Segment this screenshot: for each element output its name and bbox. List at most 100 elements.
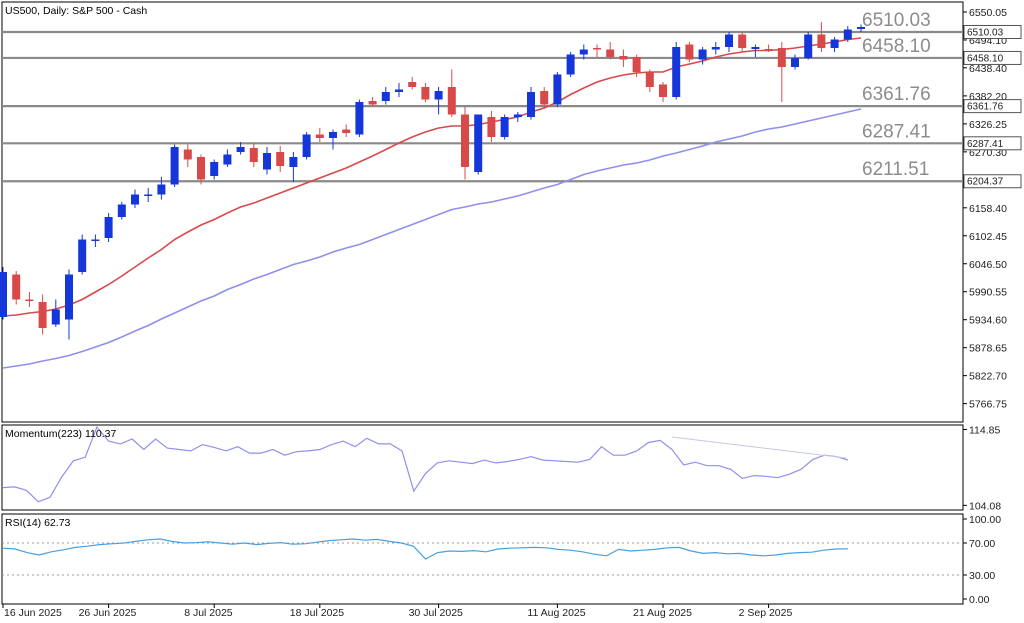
candle-body [131, 194, 139, 205]
candle-down[interactable] [606, 42, 615, 60]
candle-up[interactable] [698, 47, 707, 65]
candle-up[interactable] [804, 32, 813, 60]
candle-down[interactable] [249, 143, 258, 167]
candle-up[interactable] [289, 152, 298, 182]
candle-body [500, 117, 509, 137]
candle-up[interactable] [566, 52, 575, 77]
candle-up[interactable] [355, 99, 364, 138]
candle-down[interactable] [447, 69, 456, 118]
candle-up[interactable] [91, 234, 100, 248]
candle-up[interactable] [579, 44, 588, 60]
candle-down[interactable] [817, 22, 826, 52]
candle-down[interactable] [12, 271, 21, 305]
candle-up[interactable] [791, 54, 799, 70]
candle-down[interactable] [593, 44, 601, 58]
candle-body [751, 47, 760, 49]
momentum-trendline [671, 436, 847, 459]
candle-up[interactable] [131, 189, 139, 209]
candle-up[interactable] [78, 234, 87, 275]
candle-body [804, 34, 813, 58]
candle-down[interactable] [461, 107, 469, 180]
level-label: 6211.51 [862, 159, 929, 180]
momentum-label: Momentum(223) 110.37 [5, 428, 116, 440]
candle-down[interactable] [197, 154, 205, 185]
candle-up[interactable] [857, 24, 865, 33]
candle-up[interactable] [0, 267, 7, 320]
candle-body [302, 134, 311, 157]
candle-body [764, 49, 773, 51]
candle-down[interactable] [777, 42, 786, 102]
x-tick-label: 21 Aug 2025 [633, 607, 692, 619]
candle-up[interactable] [711, 42, 720, 55]
candle-down[interactable] [342, 124, 351, 138]
candle-body [540, 91, 549, 105]
candle-down[interactable] [764, 44, 773, 53]
candle-up[interactable] [725, 32, 733, 52]
candle-body [395, 89, 403, 92]
candle-body [315, 134, 324, 138]
candle-body [553, 74, 562, 105]
candle-up[interactable] [474, 114, 483, 175]
candle-up[interactable] [223, 149, 232, 168]
candle-down[interactable] [685, 42, 694, 62]
level-price-tag-text: 6361.76 [967, 102, 1004, 113]
candle-down[interactable] [645, 69, 654, 93]
rsi-panel-frame [1, 513, 964, 605]
candle-up[interactable] [157, 177, 166, 200]
candle-up[interactable] [395, 83, 403, 97]
candle-up[interactable] [434, 87, 443, 115]
candle-up[interactable] [329, 129, 337, 150]
candle-body [606, 49, 615, 57]
candle-up[interactable] [170, 144, 179, 188]
candle-up[interactable] [263, 147, 271, 175]
level-price-tag [963, 50, 1022, 65]
candle-body [65, 274, 73, 320]
candle-body [711, 47, 720, 50]
candle-up[interactable] [513, 112, 522, 122]
y-tick-label: 6102.45 [969, 231, 1007, 243]
candle-up[interactable] [302, 132, 311, 160]
candle-up[interactable] [117, 202, 126, 220]
candle-down[interactable] [632, 54, 641, 78]
candle-down[interactable] [183, 144, 192, 168]
momentum-tick-label: 104.08 [969, 500, 1001, 512]
candle-body [777, 48, 786, 67]
candle-up[interactable] [104, 213, 113, 242]
candle-body [738, 34, 747, 48]
candle-body [91, 239, 100, 241]
candle-up[interactable] [65, 269, 73, 340]
candle-up[interactable] [236, 142, 245, 155]
candle-down[interactable] [315, 128, 324, 142]
level-label: 6458.10 [862, 36, 931, 57]
candle-down[interactable] [421, 83, 430, 102]
candle-up[interactable] [500, 114, 509, 140]
candle-body [249, 148, 258, 162]
y-tick-label: 5766.75 [969, 399, 1007, 411]
candle-down[interactable] [487, 111, 496, 142]
candle-body [104, 217, 113, 238]
candle-body [38, 302, 47, 328]
candle-down[interactable] [659, 82, 667, 102]
candle-down[interactable] [540, 87, 549, 108]
candle-up[interactable] [527, 87, 535, 120]
candle-down[interactable] [738, 32, 747, 52]
candle-up[interactable] [381, 87, 390, 105]
candle-down[interactable] [619, 49, 628, 68]
candle-up[interactable] [144, 188, 153, 202]
candle-up[interactable] [672, 42, 681, 100]
chart-title: US500, Daily: S&P 500 - Cash [5, 5, 147, 17]
candle-up[interactable] [51, 299, 60, 328]
candle-down[interactable] [408, 77, 417, 90]
candle-down[interactable] [368, 97, 377, 107]
candle-down[interactable] [38, 294, 47, 335]
rsi-tick-label: 30.00 [969, 570, 995, 582]
candle-up[interactable] [751, 44, 760, 58]
candle-up[interactable] [830, 37, 839, 52]
momentum-panel-frame [1, 424, 964, 511]
candle-up[interactable] [843, 26, 852, 42]
candle-up[interactable] [210, 159, 219, 180]
candle-down[interactable] [25, 292, 34, 307]
candle-up[interactable] [553, 72, 562, 107]
candle-down[interactable] [276, 146, 285, 172]
